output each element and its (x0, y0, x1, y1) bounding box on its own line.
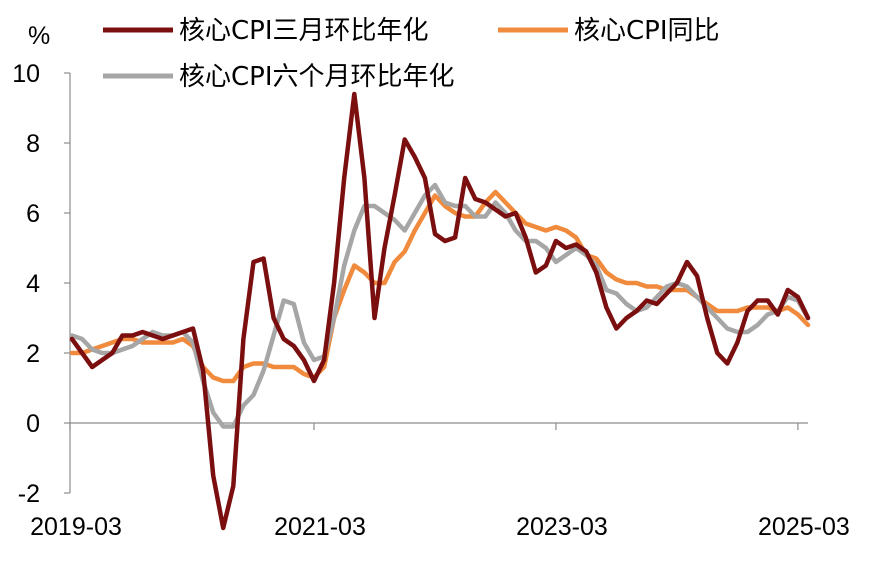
y-unit-label: % (28, 22, 50, 50)
x-tick-label: 2023-03 (516, 513, 608, 541)
y-tick-label: 8 (26, 130, 40, 158)
axes: -2 0 2 4 6 8 10 2019-03 2021-03 2023-03 2025-03 (12, 60, 850, 541)
y-tick-label: 10 (12, 60, 40, 88)
y-tick-label: 4 (26, 270, 40, 298)
y-tick-label: -2 (18, 480, 40, 508)
y-tick-label: 0 (26, 410, 40, 438)
series-line-2 (69, 182, 811, 429)
x-tick-label: 2021-03 (274, 513, 366, 541)
y-tick-label: 6 (26, 200, 40, 228)
legend-label-2: 核心CPI六个月环比年化 (179, 62, 455, 92)
x-tick-label: 2025-03 (758, 513, 850, 541)
legend-label-0: 核心CPI三月环比年化 (179, 16, 429, 46)
y-tick-label: 2 (26, 340, 40, 368)
series-layer (69, 91, 811, 531)
x-tick-label: 2019-03 (30, 513, 122, 541)
legend-label-1: 核心CPI同比 (574, 16, 720, 46)
series-line-0 (69, 91, 811, 531)
